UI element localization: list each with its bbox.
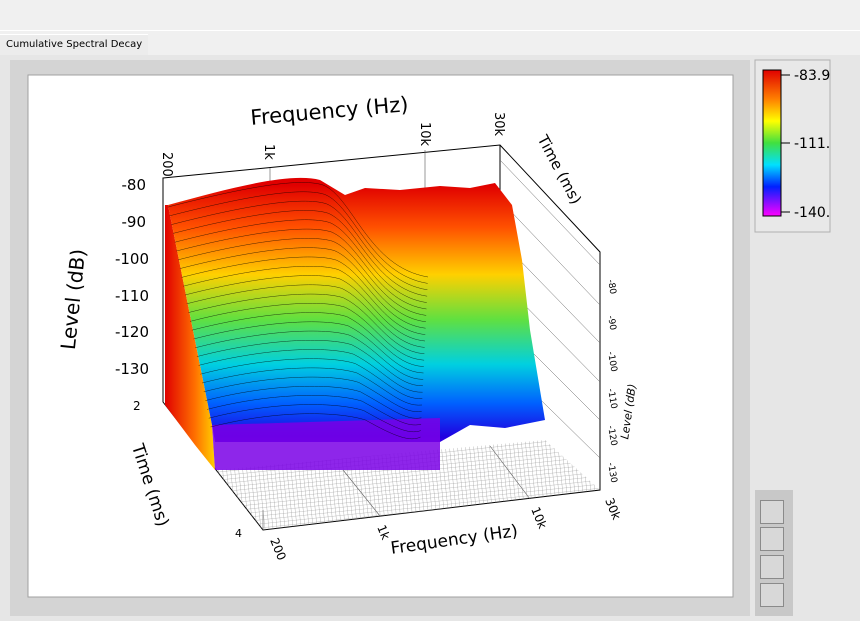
- contour-line: [200, 358, 423, 399]
- contour-line: [205, 386, 422, 419]
- color-scale-ticks: [781, 74, 790, 213]
- tick-label: -90: [605, 315, 617, 331]
- view-yz-button[interactable]: [760, 555, 784, 579]
- contour-line: [195, 330, 424, 380]
- tick-label: -130: [115, 360, 149, 378]
- contour-line: [207, 395, 422, 426]
- contour-line: [178, 238, 427, 316]
- contour-line: [208, 404, 421, 432]
- tick-label: 1k: [374, 523, 392, 542]
- right-level-ticks: -80 -90 -100 -110 -120 -130: [605, 279, 618, 484]
- tick-label: 30k: [491, 112, 506, 137]
- contour-line: [176, 228, 427, 310]
- surface-front: [212, 418, 440, 470]
- contour-line: [173, 210, 428, 297]
- contour-line: [183, 266, 426, 335]
- tick-label: -80: [605, 279, 617, 295]
- top-ticks: 200 1k 10k 30k: [159, 112, 506, 177]
- contour-line: [191, 312, 424, 367]
- tick-label: -100: [605, 351, 618, 373]
- view-3d-button[interactable]: [760, 583, 784, 607]
- contour-lines: [167, 182, 429, 440]
- contour-line: [188, 293, 425, 355]
- surface: [168, 177, 545, 443]
- tick-label: 1k: [261, 144, 276, 160]
- view-xz-button[interactable]: [760, 527, 784, 551]
- tick-label: -110: [115, 287, 149, 305]
- contour-line: [174, 219, 427, 303]
- tick-label: -100: [115, 250, 149, 268]
- title-strip: [0, 0, 860, 31]
- contour-line: [186, 284, 425, 348]
- contour-line: [179, 247, 426, 323]
- contour-line: [171, 200, 428, 291]
- contour-line: [169, 191, 428, 284]
- scale-label: -111.9: [794, 136, 839, 152]
- contour-line: [201, 367, 423, 406]
- scale-label: -83.9: [794, 68, 830, 84]
- contour-line: [181, 256, 426, 329]
- tick-label: -80: [122, 176, 147, 194]
- view-xy-button[interactable]: [760, 500, 784, 524]
- contour-line: [184, 275, 426, 342]
- contour-line: [190, 303, 425, 361]
- scale-label: -140.0: [794, 205, 839, 221]
- tab-label[interactable]: Cumulative Spectral Decay: [0, 34, 149, 55]
- color-scale-labels: -83.9 -111.9 -140.0: [781, 68, 839, 221]
- tick-label: -90: [122, 213, 147, 231]
- tick-label: 10k: [417, 122, 432, 147]
- tick-label: -130: [605, 462, 618, 484]
- tick-label: 200: [159, 152, 174, 177]
- contour-line: [193, 321, 424, 374]
- contour-line: [203, 376, 422, 412]
- tick-label: -120: [115, 323, 149, 341]
- contour-line: [167, 182, 429, 278]
- tick-label: 4: [235, 527, 242, 540]
- surface-side: [165, 205, 215, 470]
- tick-label: -120: [605, 425, 618, 447]
- tick-label: -110: [605, 388, 618, 410]
- contour-line: [210, 413, 421, 440]
- left-ticks: -80 -90 -100 -110 -120 -130: [115, 176, 149, 378]
- tick-label: 2: [133, 399, 141, 413]
- color-scale-bar: [762, 69, 782, 217]
- contour-line: [198, 349, 423, 393]
- contour-line: [196, 340, 423, 387]
